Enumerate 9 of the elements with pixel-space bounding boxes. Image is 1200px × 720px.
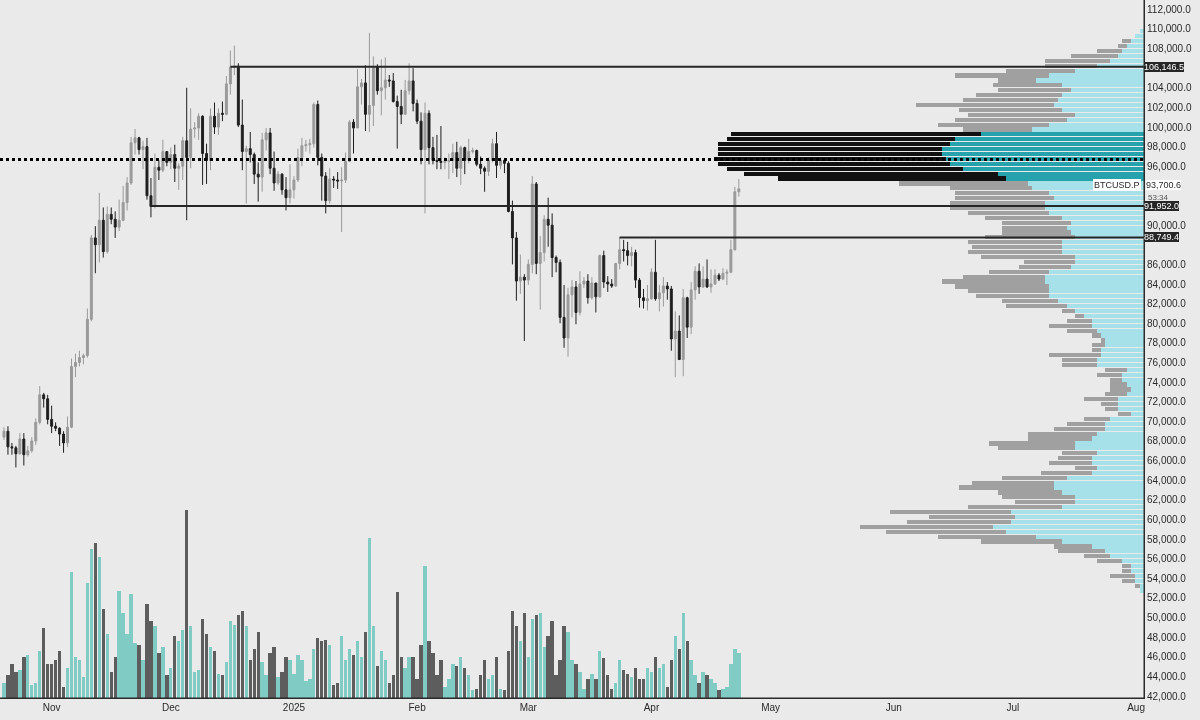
candlestick bbox=[2, 426, 6, 441]
bar bbox=[2, 682, 6, 698]
bar bbox=[22, 656, 26, 698]
candlestick bbox=[6, 425, 10, 456]
bar bbox=[10, 664, 14, 698]
candlestick bbox=[22, 432, 26, 466]
candlestick bbox=[18, 432, 22, 456]
bar bbox=[18, 669, 22, 698]
candlestick bbox=[14, 445, 18, 468]
